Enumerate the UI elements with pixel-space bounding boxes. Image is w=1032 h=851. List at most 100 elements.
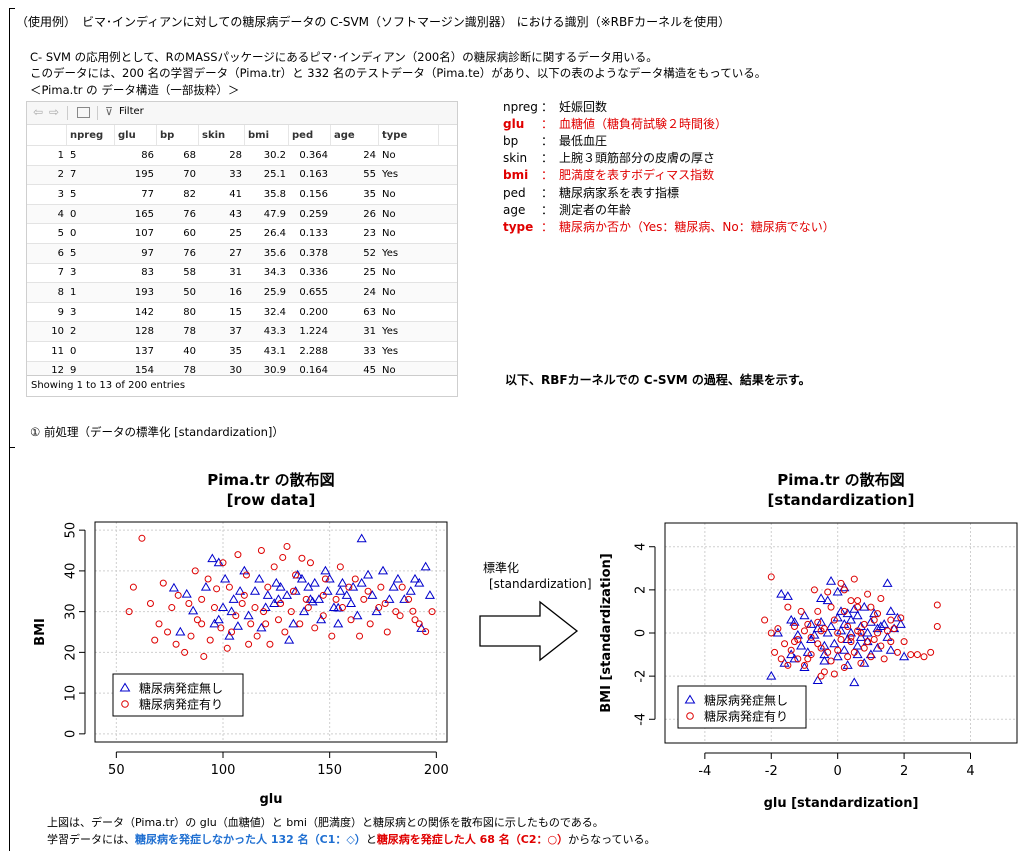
data-point-triangle: [782, 591, 793, 600]
table-cell: Yes: [382, 326, 399, 338]
data-point-circle: [774, 625, 782, 633]
table-cell: Yes: [382, 345, 399, 357]
data-point-triangle: [409, 573, 421, 583]
legend-marker-circle: [121, 700, 129, 708]
table-cell: 26: [363, 208, 376, 220]
data-point-circle: [784, 603, 792, 611]
header-title: （使用例） ビマ･インディアンに対しての糖尿病データの C-SVM（ソフトマージ…: [16, 15, 731, 29]
column-header-bp[interactable]: bp: [157, 125, 199, 145]
y-tick-label: 2: [634, 586, 649, 594]
data-point-triangle: [859, 658, 870, 667]
open-window-icon[interactable]: [77, 107, 90, 118]
data-point-circle: [409, 607, 417, 615]
data-point-circle: [187, 632, 195, 640]
table-toolbar: ⇦ ⇨ ⊽ Filter: [27, 102, 457, 125]
data-point-triangle: [899, 651, 910, 661]
frame-left-line: [9, 8, 10, 851]
table-cell: 35.8: [263, 188, 286, 200]
table-row: 6 5 97 76 27 35.6 0.378 52 Yes: [27, 243, 457, 264]
data-point-circle: [172, 640, 180, 648]
data-point-triangle: [416, 623, 427, 632]
data-point-triangle: [855, 632, 866, 641]
arrow-label-1: 標準化: [483, 561, 520, 575]
table-cell: 16: [229, 286, 242, 298]
table-cell: 83: [141, 267, 154, 279]
scatter-chart-raw: Pima.tr の散布図 [row data] 50 100 150 200 0 10 20 30…: [33, 471, 449, 807]
data-point-circle: [781, 640, 789, 648]
data-point-triangle: [328, 602, 340, 612]
filter-label[interactable]: Filter: [119, 106, 144, 117]
table-cell: 0.133: [299, 228, 328, 240]
data-point-triangle: [865, 617, 876, 626]
column-header-index[interactable]: [27, 125, 67, 145]
table-cell: 1: [57, 149, 64, 161]
data-point-circle: [253, 632, 261, 640]
table-cell: 70: [183, 169, 196, 181]
column-header-type[interactable]: type: [379, 125, 439, 145]
data-point-circle: [837, 579, 845, 587]
table-cell: 3: [70, 267, 77, 279]
data-point-triangle: [792, 629, 803, 639]
data-point-triangle: [832, 651, 843, 661]
data-point-circle: [820, 625, 828, 633]
data-point-circle: [800, 661, 808, 669]
data-point-circle: [219, 559, 227, 567]
data-point-circle: [164, 628, 172, 636]
data-point-circle: [854, 603, 862, 611]
x-tick-label: 2: [900, 764, 908, 779]
data-point-circle: [864, 638, 872, 646]
data-point-circle: [347, 616, 355, 624]
column-header-age[interactable]: age: [331, 125, 379, 145]
table-cell: 41: [229, 188, 242, 200]
column-header-glu[interactable]: glu: [115, 125, 157, 145]
forward-arrow-icon[interactable]: ⇨: [49, 105, 60, 119]
table-cell: 0.200: [299, 306, 328, 318]
y-axis-label: BMI: [33, 618, 48, 646]
table-cell: 0.364: [299, 149, 328, 161]
variable-description: 測定者の年齢: [559, 202, 632, 217]
table-row: 1 5 86 68 28 30.2 0.364 24 No: [27, 146, 457, 166]
data-point-triangle: [845, 614, 857, 624]
data-point-triangle: [313, 594, 325, 603]
data-point-triangle: [772, 627, 783, 637]
data-point-circle: [262, 620, 270, 628]
filter-icon[interactable]: ⊽: [105, 105, 114, 118]
data-point-triangle: [254, 573, 265, 583]
data-point-circle: [867, 653, 875, 661]
data-point-triangle: [352, 610, 363, 620]
caption-mid: と: [365, 833, 377, 846]
table-cell: 3: [70, 306, 77, 318]
data-point-circle: [129, 583, 137, 591]
data-point-circle: [247, 620, 255, 628]
caption-class-2: 糖尿病を発症した人 68 名（C2：○）: [376, 833, 569, 846]
variable-name: glu: [503, 117, 525, 132]
data-point-circle: [398, 583, 406, 591]
table-cell: 154: [134, 365, 154, 377]
section-1-title: ① 前処理（データの標準化 [standardization]）: [30, 425, 284, 439]
column-header-bmi[interactable]: bmi: [245, 125, 289, 145]
data-point-circle: [213, 585, 221, 593]
table-cell: 78: [183, 326, 196, 338]
table-cell: 6: [57, 247, 64, 259]
data-point-triangle: [839, 645, 850, 654]
data-point-circle: [138, 534, 146, 542]
data-point-circle: [238, 599, 246, 607]
table-cell: 76: [183, 247, 196, 259]
data-point-triangle: [234, 586, 246, 595]
legend-label: 糖尿病発症有り: [704, 709, 788, 724]
data-point-triangle: [213, 557, 224, 567]
table-cell: 7: [57, 267, 64, 279]
data-point-triangle: [290, 586, 301, 595]
data-point-circle: [159, 579, 167, 587]
column-header-npreg[interactable]: npreg: [67, 125, 115, 145]
x-tick-label: 100: [211, 763, 236, 778]
column-header-skin[interactable]: skin: [199, 125, 245, 145]
column-header-ped[interactable]: ped: [289, 125, 331, 145]
data-point-circle: [125, 608, 133, 616]
back-arrow-icon[interactable]: ⇦: [33, 105, 44, 119]
data-point-triangle: [260, 602, 271, 612]
data-point-triangle: [806, 619, 817, 628]
data-point-circle: [311, 624, 319, 632]
rbf-note: 以下、RBFカーネルでの C-SVM の過程、結果を示す。: [505, 373, 811, 387]
data-point-triangle: [892, 612, 903, 622]
